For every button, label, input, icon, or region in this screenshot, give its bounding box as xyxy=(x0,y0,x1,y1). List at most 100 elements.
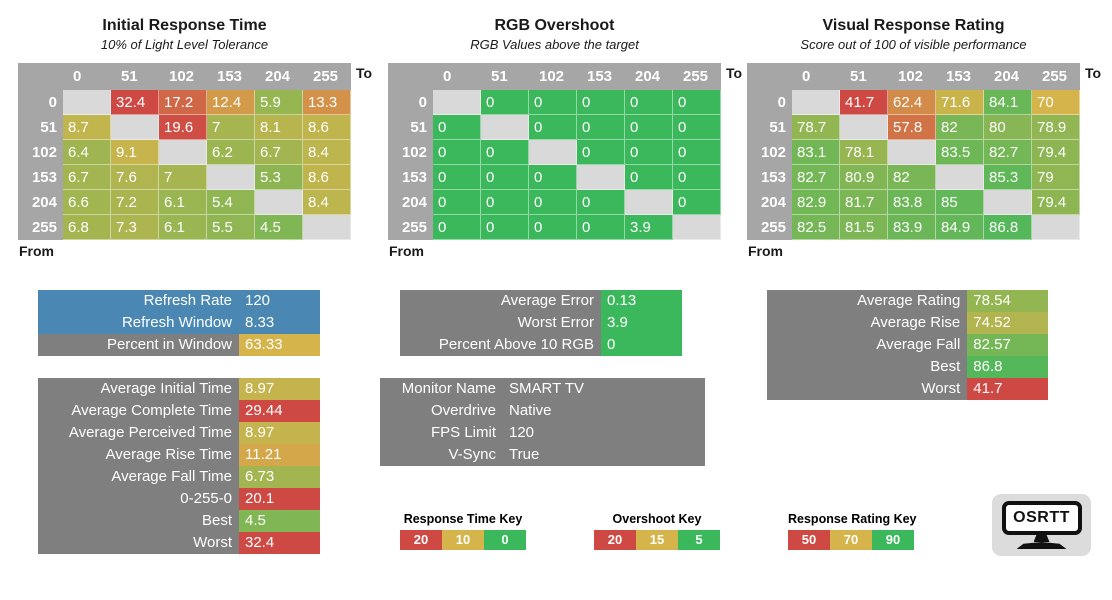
panel-row: Percent in Window 63.33 xyxy=(38,334,320,356)
matrix-row-header: 153 xyxy=(388,165,433,190)
table-subtitle: RGB Values above the target xyxy=(470,37,639,52)
panel-row: Best 86.8 xyxy=(767,356,1048,378)
refresh-panel: Refresh Rate 120 Refresh Window 8.33 Percent… xyxy=(38,290,320,356)
panel-label: Worst xyxy=(921,380,961,397)
response-time-key: Response Time Key 20 10 0 xyxy=(400,512,526,550)
matrix-cell: 41.7 xyxy=(840,90,888,115)
panel-value: 3.9 xyxy=(601,312,682,334)
overshoot-key: Overshoot Key 20 15 5 xyxy=(594,512,720,550)
matrix-cell: 0 xyxy=(577,190,625,215)
matrix-cell: 7 xyxy=(159,165,207,190)
panel-row: Refresh Window 8.33 xyxy=(38,312,320,334)
matrix-cell: 0 xyxy=(625,115,673,140)
panel-value: 86.8 xyxy=(967,356,1048,378)
matrix-cell: 0 xyxy=(625,165,673,190)
panel-value: 41.7 xyxy=(967,378,1048,400)
matrix-row-header: 255 xyxy=(388,215,433,240)
matrix-cell: 0 xyxy=(529,90,577,115)
panel-label: Average Initial Time xyxy=(100,380,232,397)
panel-value: 0 xyxy=(601,334,682,356)
matrix-cell: 79 xyxy=(1032,165,1080,190)
logo-text: OSRTT xyxy=(1001,501,1082,535)
matrix-col-header: 204 xyxy=(625,63,673,90)
matrix-cell: 62.4 xyxy=(888,90,936,115)
matrix-row-header: 0 xyxy=(747,90,792,115)
panel-label: Percent in Window xyxy=(106,336,232,353)
error-summary-panel: Average Error 0.13 Worst Error 3.9 Percent A… xyxy=(400,290,682,356)
matrix-col-header: 204 xyxy=(255,63,303,90)
matrix-cell: 84.1 xyxy=(984,90,1032,115)
panel-row: Average Fall 82.57 xyxy=(767,334,1048,356)
matrix-cell: 6.2 xyxy=(207,140,255,165)
matrix-row-header: 51 xyxy=(18,115,63,140)
panel-row: Average Fall Time 6.73 xyxy=(38,466,320,488)
matrix-blank-cell xyxy=(792,90,840,115)
panel-value: 78.54 xyxy=(967,290,1048,312)
matrix-cell: 0 xyxy=(481,90,529,115)
matrix-cell: 78.1 xyxy=(840,140,888,165)
table-subtitle: 10% of Light Level Tolerance xyxy=(100,37,269,52)
matrix-blank-cell xyxy=(840,115,888,140)
panel-value: 11.21 xyxy=(239,444,320,466)
matrix-col-header: 204 xyxy=(984,63,1032,90)
matrix-cell: 82.7 xyxy=(792,165,840,190)
panel-label: Percent Above 10 RGB xyxy=(438,336,594,353)
initial-response-time-table: Initial Response Time 10% of Light Level… xyxy=(18,16,372,259)
matrix-cell: 32.4 xyxy=(111,90,159,115)
table-subtitle: Score out of 100 of visible performance xyxy=(800,37,1027,52)
from-axis-label: From xyxy=(19,243,54,259)
matrix-cell: 71.6 xyxy=(936,90,984,115)
panel-label: Worst xyxy=(193,534,232,551)
matrix-cell: 0 xyxy=(673,190,721,215)
matrix-cell: 82.9 xyxy=(792,190,840,215)
panel-value: 8.33 xyxy=(245,314,275,331)
matrix-blank-cell xyxy=(159,140,207,165)
matrix-cell: 19.6 xyxy=(159,115,207,140)
matrix-col-header: 51 xyxy=(111,63,159,90)
matrix-cell: 0 xyxy=(481,140,529,165)
matrix-cell: 8.7 xyxy=(63,115,111,140)
panel-value: 63.33 xyxy=(239,334,320,356)
matrix-cell: 85 xyxy=(936,190,984,215)
matrix-cell: 0 xyxy=(625,140,673,165)
matrix-cell: 83.8 xyxy=(888,190,936,215)
matrix-cell: 5.9 xyxy=(255,90,303,115)
to-axis-label: To xyxy=(356,65,373,81)
panel-value: 29.44 xyxy=(239,400,320,422)
matrix-row-header: 0 xyxy=(18,90,63,115)
panel-value: 0.13 xyxy=(601,290,682,312)
panel-value: 32.4 xyxy=(239,532,320,554)
to-axis-label: To xyxy=(726,65,743,81)
key-cell: 20 xyxy=(594,530,636,550)
matrix-corner xyxy=(388,63,433,90)
matrix-cell: 8.6 xyxy=(303,165,351,190)
response-rating-key: Response Rating Key 50 70 90 xyxy=(788,512,917,550)
panel-value: 8.97 xyxy=(239,378,320,400)
matrix-cell: 0 xyxy=(577,115,625,140)
matrix-col-header: 102 xyxy=(888,63,936,90)
matrix-cell: 0 xyxy=(433,215,481,240)
key-cell: 15 xyxy=(636,530,678,550)
matrix-cell: 78.7 xyxy=(792,115,840,140)
matrix-cell: 6.6 xyxy=(63,190,111,215)
panel-row: Worst 32.4 xyxy=(38,532,320,554)
matrix-row-header: 0 xyxy=(388,90,433,115)
matrix-cell: 0 xyxy=(673,90,721,115)
matrix-row-header: 204 xyxy=(388,190,433,215)
panel-value: SMART TV xyxy=(509,380,585,397)
matrix-cell: 0 xyxy=(433,140,481,165)
matrix-cell: 8.6 xyxy=(303,115,351,140)
rating-heatmap: 0 51 102 153 204 255 0 41.7 62.4 71.6 84.1 70 51 78.7… xyxy=(747,63,1080,240)
matrix-blank-cell xyxy=(673,215,721,240)
table-title: RGB Overshoot xyxy=(494,17,615,34)
matrix-row-header: 102 xyxy=(747,140,792,165)
matrix-cell: 5.5 xyxy=(207,215,255,240)
matrix-cell: 79.4 xyxy=(1032,190,1080,215)
matrix-blank-cell xyxy=(433,90,481,115)
matrix-cell: 6.1 xyxy=(159,190,207,215)
key-cell: 10 xyxy=(442,530,484,550)
matrix-cell: 6.7 xyxy=(63,165,111,190)
panel-value: 6.73 xyxy=(239,466,320,488)
matrix-cell: 8.4 xyxy=(303,140,351,165)
